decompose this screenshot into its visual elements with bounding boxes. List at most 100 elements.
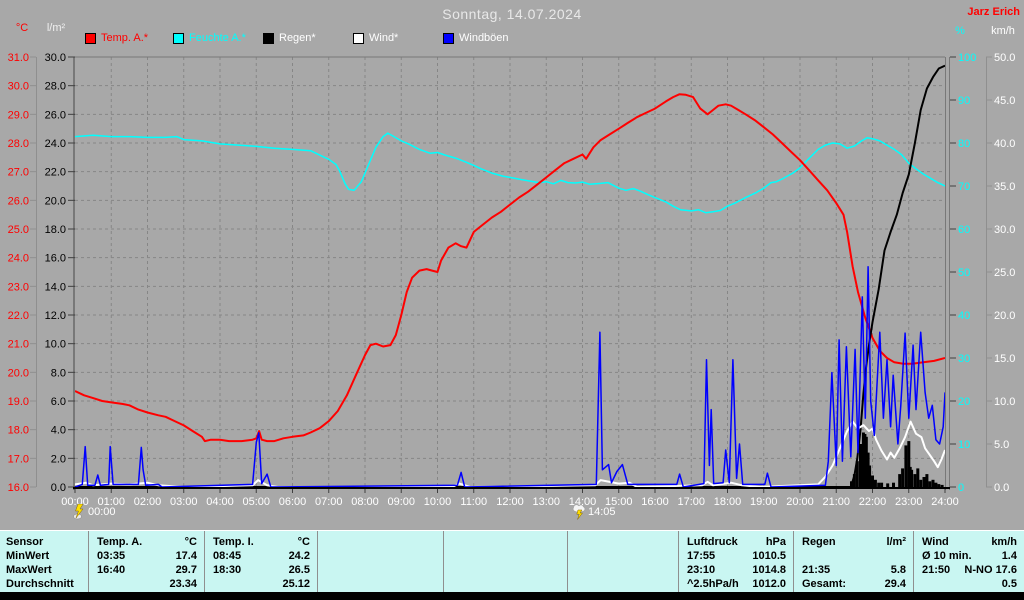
x-axis-tick-label: 24:00	[931, 496, 959, 508]
table-column-name: Temp. I.	[213, 536, 254, 548]
table-row-label: MinWert	[6, 550, 50, 562]
table-cell-value: 5.8	[890, 564, 906, 576]
temp-axis-tick-label: 16.0	[8, 482, 29, 494]
x-axis-tick-label: 12:00	[496, 496, 524, 508]
table-cell-value: 29.7	[175, 564, 197, 576]
regen-swatch-icon	[263, 32, 274, 44]
event-marker-afternoon: 14:05	[572, 504, 616, 520]
x-axis-tick-label: 11:00	[460, 496, 487, 508]
humidity-axis-tick-label: 90	[958, 95, 970, 107]
plot-area[interactable]: 31.0 30.0 29.0 28.0 27.0 26.0 25.0 24.0 23.0 22.0…	[0, 0, 1024, 530]
temp-axis-tick-label: 18.0	[8, 425, 29, 437]
table-cell-time: 08:45	[213, 550, 242, 562]
rain-interval-bar	[864, 436, 868, 487]
x-axis-tick-label: 16:00	[641, 496, 669, 508]
temp-axis-unit: °C	[16, 22, 28, 34]
table-cell-time: Gesamt:	[802, 578, 847, 590]
humidity-series-line	[75, 132, 945, 214]
legend-item-regen: Regen*	[263, 32, 316, 44]
rain-interval-bar	[892, 482, 895, 487]
gust-series-line	[75, 266, 945, 487]
rain-interval-bar	[931, 479, 935, 487]
rain-axis-tick-label: 2.0	[51, 453, 66, 465]
x-axis-tick-label: 09:00	[387, 496, 415, 508]
rain-interval-bar	[855, 461, 859, 487]
table-cell-value: 1.4	[1001, 550, 1017, 562]
legend-label: Windböen	[459, 32, 509, 44]
x-axis-tick-label: 05:00	[242, 496, 270, 508]
table-column-name: Temp. A.	[97, 536, 143, 548]
table-cell-time: ^2.5hPa/h	[687, 578, 739, 590]
rain-interval-bar	[898, 474, 902, 487]
rain-axis-tick-label: 0.0	[51, 482, 66, 494]
table-column-name: Wind	[922, 536, 949, 548]
temp-axis-tick-label: 17.0	[8, 453, 29, 465]
rain-axis-tick-label: 26.0	[45, 109, 66, 121]
wind-swatch-icon	[353, 32, 364, 44]
x-axis-tick-label: 20:00	[786, 496, 814, 508]
windspeed-axis-tick-label: 45.0	[994, 95, 1015, 107]
x-axis-line	[73, 487, 950, 489]
rain-axis-tick-label: 16.0	[45, 253, 66, 265]
humidity-axis-unit: %	[955, 25, 965, 37]
legend-label: Temp. A.*	[101, 32, 149, 44]
feuchte-swatch-icon	[173, 32, 184, 44]
legend-item-windboen: Windböen	[443, 32, 509, 44]
rain-axis-tick-label: 12.0	[45, 310, 66, 322]
rain-interval-bar	[919, 479, 923, 487]
rain-interval-bar	[859, 444, 862, 487]
rain-interval-bar	[868, 465, 872, 487]
legend-label: Feuchte A.*	[189, 32, 246, 44]
table-column-name: Luftdruck	[687, 536, 738, 548]
table-column-unit: km/h	[991, 536, 1017, 548]
x-axis-tick-label: 17:00	[677, 496, 705, 508]
windspeed-axis-tick-label: 30.0	[994, 224, 1015, 236]
x-axis-tick-label: 10:00	[424, 496, 452, 508]
rain-interval-bar	[916, 468, 920, 487]
rain-interval-bar	[880, 482, 884, 487]
x-axis-tick-label: 15:00	[605, 496, 633, 508]
table-column-luftdruck: Luftdruck hPa 17:55 1010.5 23:10 1014.8 ^2.5hP…	[678, 531, 793, 593]
humidity-axis-tick-label: 50	[958, 267, 970, 279]
x-axis-tick-label: 14:00	[569, 496, 597, 508]
x-axis-tick-label: 02:00	[134, 496, 162, 508]
table-column-empty-2	[317, 531, 443, 593]
legend-item-temp-a: Temp. A.*	[85, 32, 148, 44]
humidity-axis-tick-label: 0	[958, 482, 964, 494]
windspeed-axis-tick-label: 40.0	[994, 138, 1015, 150]
x-axis-tick-label: 06:00	[279, 496, 307, 508]
rain-interval-bar	[928, 481, 932, 487]
rain-interval-bar	[937, 484, 941, 487]
table-cell-value: 26.5	[288, 564, 310, 576]
windspeed-axis-unit: km/h	[991, 25, 1015, 37]
temp-axis-tick-label: 20.0	[8, 367, 29, 379]
windspeed-axis-tick-label: 25.0	[994, 267, 1015, 279]
rain-axis-tick-label: 30.0	[45, 52, 66, 64]
table-column-unit: l/m²	[886, 536, 906, 548]
temp-axis-tick-label: 23.0	[8, 281, 29, 293]
event-marker-midnight: 00:00	[72, 504, 116, 520]
x-axis-tick-label: 13:00	[532, 496, 560, 508]
table-cell-value: 23.34	[169, 578, 197, 590]
temp-axis-tick-label: 26.0	[8, 195, 29, 207]
windboen-swatch-icon	[443, 32, 454, 44]
event-marker-label: 00:00	[88, 506, 116, 518]
stats-table: Sensor MinWert MaxWert Durchschnitt Temp. A.…	[0, 530, 1024, 593]
table-cell-time: 17:55	[687, 550, 716, 562]
temperature-series-line	[75, 93, 945, 443]
temp-axis-tick-label: 25.0	[8, 224, 29, 236]
temp-axis-tick-label: 28.0	[8, 138, 29, 150]
table-cell-value: 1014.8	[752, 564, 786, 576]
x-axis-tick-label: 21:00	[822, 496, 850, 508]
temp-axis-tick-label: 21.0	[8, 339, 29, 351]
table-column-unit: °C	[297, 536, 310, 548]
temp-axis-tick-label: 29.0	[8, 109, 29, 121]
legend-label: Regen*	[279, 32, 316, 44]
rain-interval-bar	[904, 445, 908, 487]
rain-interval-bar	[877, 482, 881, 487]
rain-axis-unit: l/m²	[47, 22, 66, 34]
x-axis-tick-label: 23:00	[895, 496, 923, 508]
rain-axis-tick-label: 22.0	[45, 167, 66, 179]
rain-axis-tick-label: 18.0	[45, 224, 66, 236]
table-cell-value: 1010.5	[752, 550, 786, 562]
